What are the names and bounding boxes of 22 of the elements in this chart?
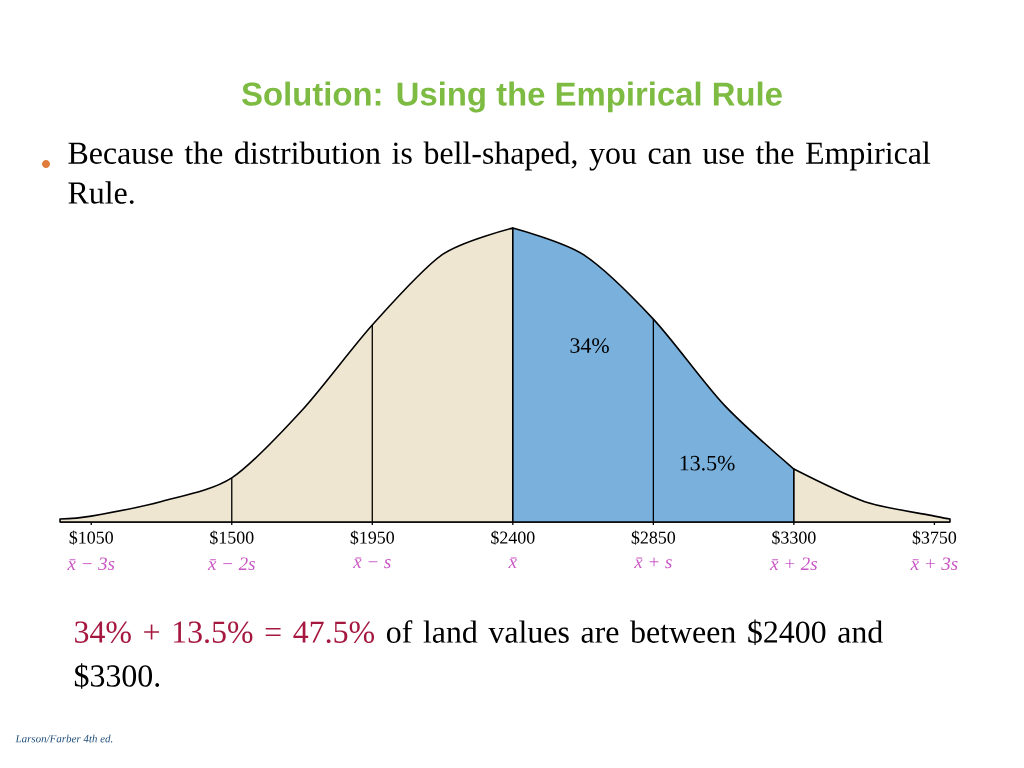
annotation: 13.5%: [680, 455, 735, 471]
text: x̄ − 2s: [207, 557, 255, 571]
text: x̄ + 2s: [769, 557, 818, 571]
x-tick-label: $1950: [350, 530, 395, 545]
text: $3300.: [74, 663, 160, 689]
chart-subtitle: Because the distribution is bell-shaped, you can use the Empirical Rule.: [68, 141, 931, 204]
x-tick-label: $1500: [210, 530, 254, 545]
text: x̄: [508, 557, 517, 569]
text: x̄ + 3s: [910, 557, 958, 571]
text: 34% + 13.5% = 47.5%: [75, 621, 375, 644]
annotation: 34%: [570, 338, 609, 354]
x-tick-label: $2850: [631, 530, 676, 545]
chart-title: Solution: Using the Empirical Rule: [242, 81, 782, 113]
x-tick-label: $1050: [69, 530, 113, 545]
text: of land values are between $2400 and: [386, 619, 883, 646]
x-tick-label: $3750: [912, 530, 957, 545]
x-tick-label: $2400: [491, 530, 535, 545]
text: Larson/Farber 4th ed.: [15, 734, 113, 743]
text: x̄ + s: [634, 557, 672, 569]
x-tick-label: $3300: [772, 530, 816, 545]
text: x̄ − 3s: [67, 557, 115, 571]
text: x̄ − s: [353, 557, 391, 569]
